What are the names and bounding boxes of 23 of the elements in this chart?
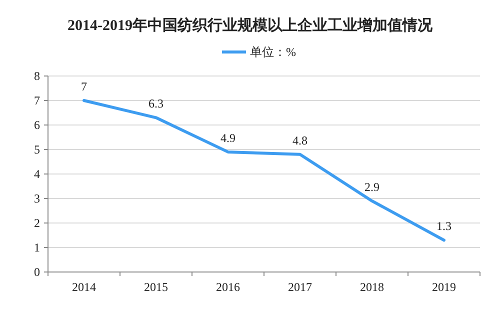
legend-label: 单位：% (250, 45, 296, 59)
y-tick-label: 3 (34, 192, 40, 206)
chart-title: 2014-2019年中国纺织行业规模以上企业工业增加值情况 (68, 16, 434, 34)
x-tick-label: 2016 (216, 280, 240, 294)
y-tick-label: 8 (34, 69, 40, 83)
x-tick-label: 2017 (288, 280, 312, 294)
data-label: 2.9 (364, 180, 380, 194)
y-tick-label: 4 (34, 167, 40, 181)
y-tick-label: 0 (34, 265, 40, 279)
y-tick-label: 1 (34, 240, 40, 254)
x-tick-label: 2014 (72, 280, 96, 294)
x-tick-label: 2015 (144, 280, 168, 294)
y-tick-label: 6 (34, 118, 40, 132)
data-label: 4.9 (220, 130, 236, 145)
data-label: 7 (81, 80, 87, 94)
data-label: 4.8 (292, 133, 308, 148)
x-tick-label: 2018 (360, 280, 384, 294)
y-tick-label: 2 (34, 216, 40, 230)
y-tick-label: 5 (34, 142, 40, 156)
data-label: 6.3 (148, 96, 164, 111)
data-label: 1.3 (436, 219, 452, 234)
y-tick-label: 7 (34, 94, 40, 108)
x-tick-label: 2019 (432, 280, 456, 294)
